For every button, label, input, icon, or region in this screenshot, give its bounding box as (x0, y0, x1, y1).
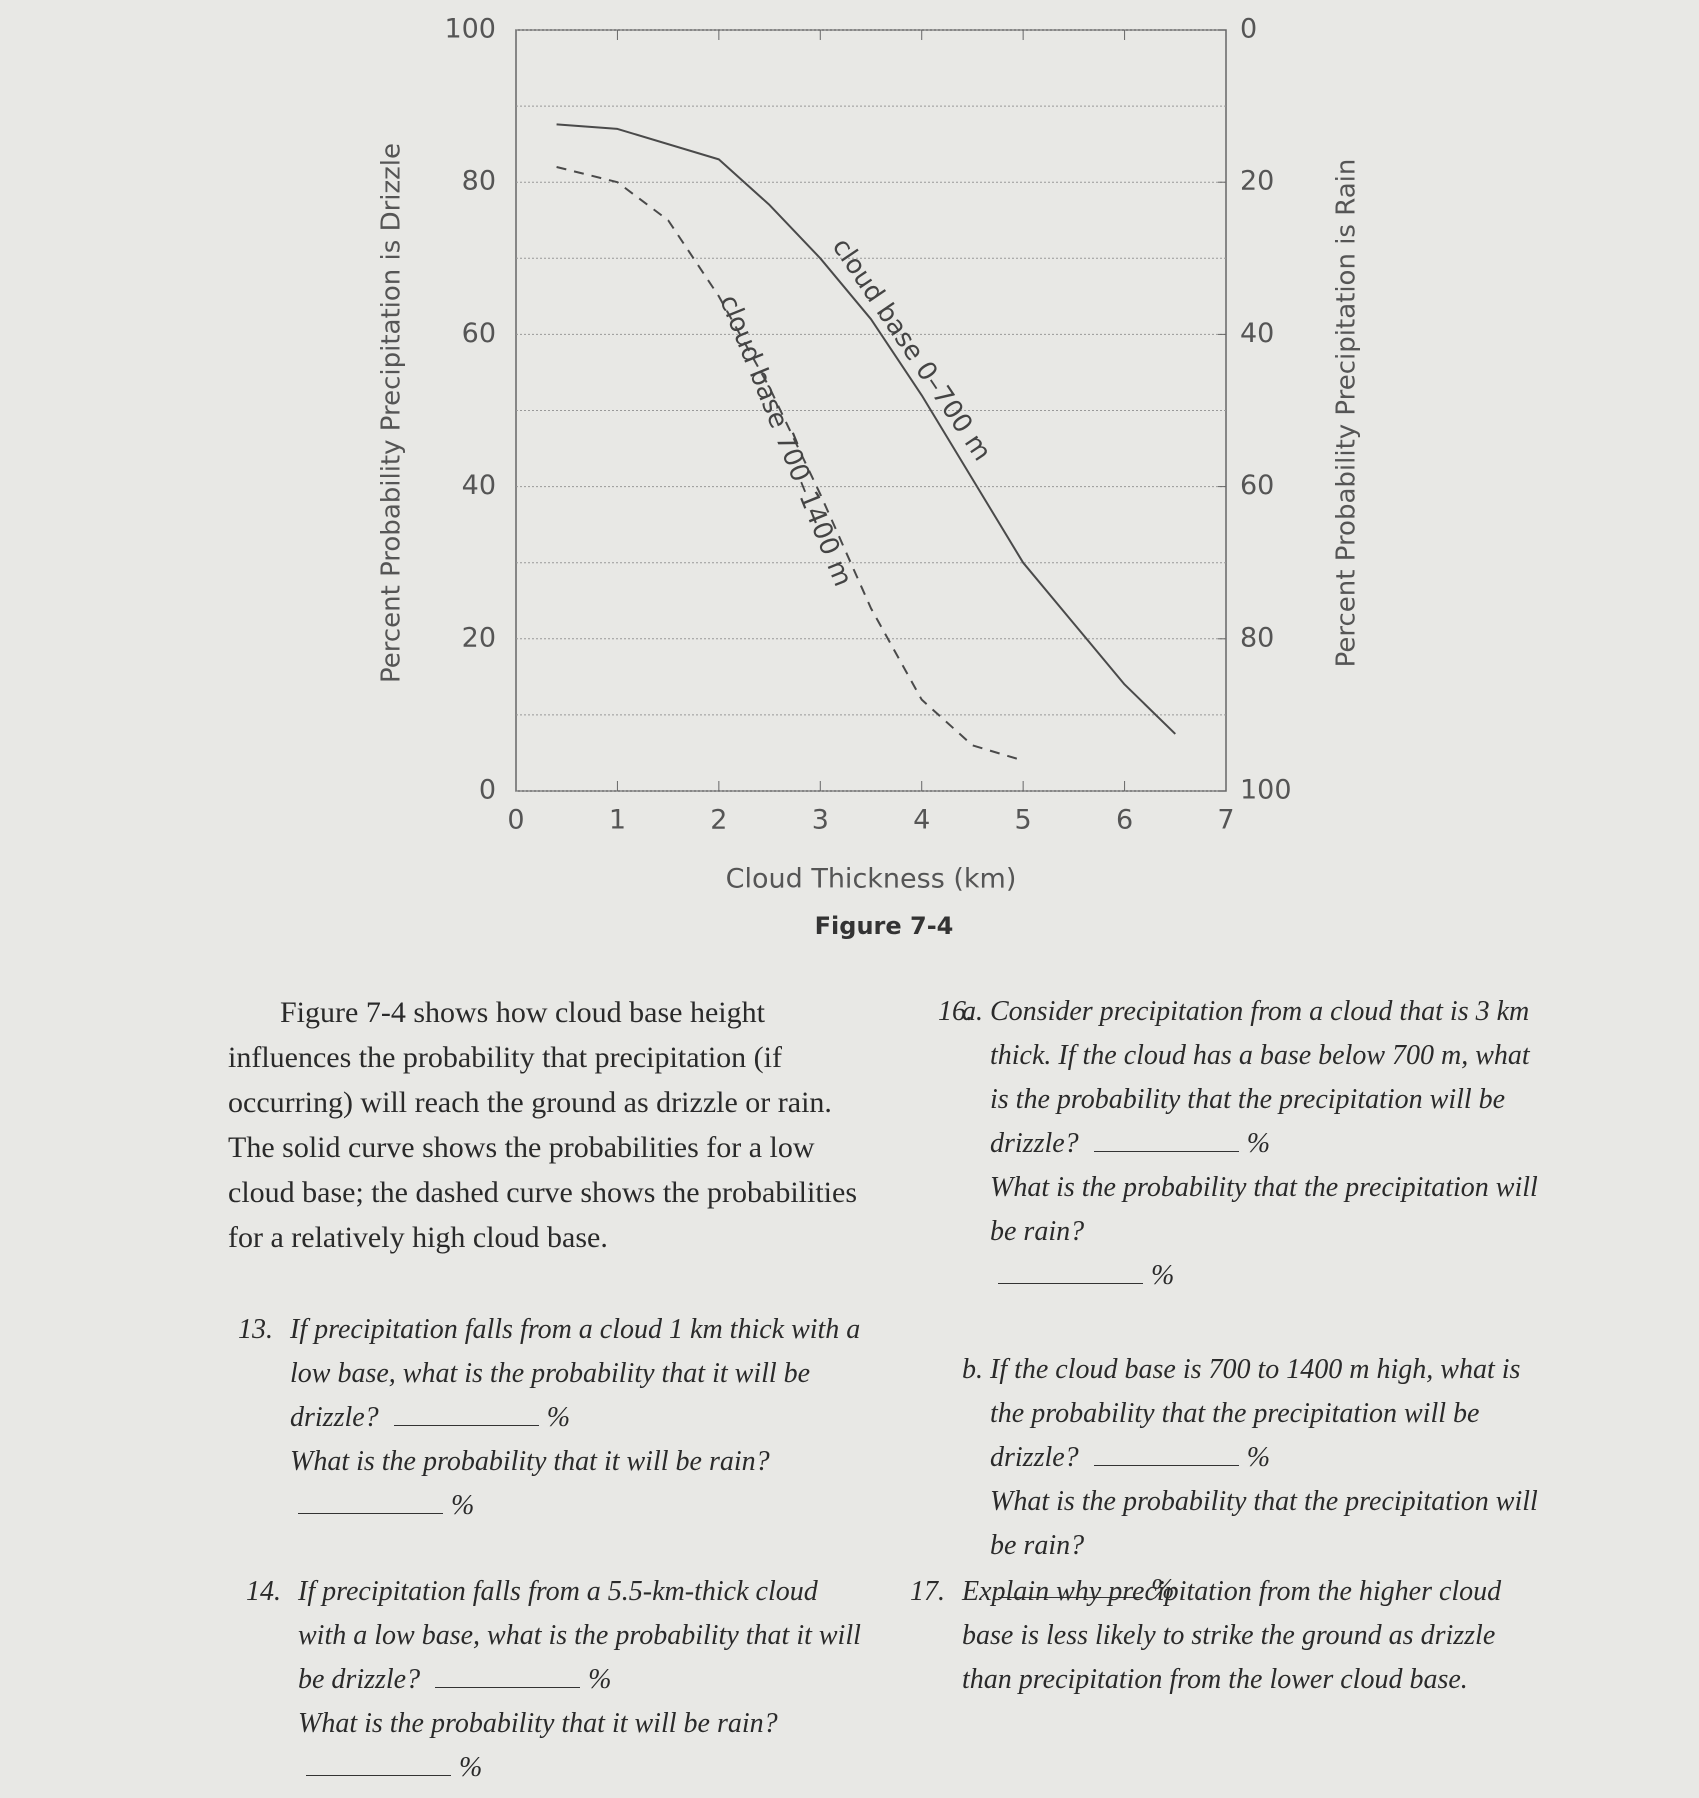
answer-line: % (386, 1402, 570, 1433)
x-tick-label: 1 (609, 805, 626, 836)
answer-blank (298, 1491, 443, 1514)
question-text: Consider precipitation from a cloud that… (990, 996, 1530, 1159)
answer-line: % (298, 1746, 868, 1790)
y2-tick-label: 40 (1240, 318, 1274, 349)
y-tick-label: 20 (462, 622, 496, 653)
question-text: What is the probability that the precipi… (990, 1172, 1538, 1247)
x-tick-label: 7 (1217, 805, 1234, 836)
question-part: If the cloud base is 700 to 1400 m high,… (990, 1348, 1550, 1480)
question-text: If precipitation falls from a 5.5-km-thi… (298, 1576, 861, 1695)
question-part: Explain why precipitation from the highe… (962, 1570, 1522, 1702)
y2-tick-label: 100 (1240, 775, 1292, 806)
question-part: Consider precipitation from a cloud that… (990, 990, 1550, 1166)
y2-tick-label: 20 (1240, 166, 1274, 197)
curve-label: cloud base 0–700 m (826, 233, 997, 467)
y-tick-label: 60 (462, 318, 496, 349)
question-number: 17. (910, 1576, 945, 1607)
x-tick-label: 6 (1116, 805, 1133, 836)
sub-question: b. If the cloud base is 700 to 1400 m hig… (962, 1348, 1550, 1612)
answer-line: % (990, 1568, 1550, 1612)
sub-label: b. (962, 1354, 983, 1385)
answer-blank (998, 1575, 1143, 1598)
question: 16. a. Consider precipitation from a cloud… (938, 990, 1550, 1612)
sub-question: a. Consider precipitation from a cloud th… (962, 990, 1550, 1298)
answer-line: % (427, 1664, 611, 1695)
question-number: 13. (238, 1314, 273, 1345)
answer-line: % (1086, 1128, 1270, 1159)
y-axis-label: Percent Probability Precipitation is Dri… (377, 143, 407, 683)
question-part: If precipitation falls from a cloud 1 km… (290, 1308, 865, 1440)
curve-label: cloud base 700–1400 m (713, 291, 857, 591)
question-text: What is the probability that the precipi… (990, 1486, 1538, 1561)
y2-tick-label: 80 (1240, 622, 1274, 653)
solid-curve (556, 123, 1176, 735)
sub-label: a. (962, 996, 983, 1027)
question: 17. Explain why precipitation from the hi… (910, 1570, 1522, 1702)
answer-blank (393, 1403, 539, 1426)
question-part: What is the probability that the precipi… (990, 1480, 1550, 1612)
question-part: What is the probability that it will be … (298, 1702, 868, 1790)
question-text: What is the probability that it will be … (298, 1708, 778, 1739)
question-text: Explain why precipitation from the highe… (962, 1576, 1502, 1695)
y-tick-label: 80 (462, 166, 496, 197)
answer-unit: % (451, 1490, 475, 1521)
y2-tick-label: 0 (1240, 14, 1257, 45)
question-part: If precipitation falls from a 5.5-km-thi… (298, 1570, 868, 1702)
figure-caption: Figure 7-4 (815, 912, 954, 940)
x-tick-label: 4 (913, 805, 930, 836)
answer-unit: % (1246, 1442, 1271, 1473)
answer-unit: % (459, 1752, 483, 1783)
figure: Figure 7-4 Cloud Thickness (km) Percent … (377, 14, 1362, 941)
y-tick-label: 40 (462, 470, 496, 501)
question: 14. If precipitation falls from a 5.5-km-… (246, 1570, 868, 1790)
answer-unit: % (1246, 1128, 1271, 1159)
answer-unit: % (588, 1664, 612, 1695)
y-tick-label: 0 (479, 775, 496, 806)
question-text: What is the probability that it will be … (290, 1446, 770, 1477)
answer-line: % (290, 1484, 865, 1528)
question-text: If the cloud base is 700 to 1400 m high,… (990, 1354, 1521, 1473)
answer-blank (306, 1753, 451, 1776)
x-tick-label: 5 (1015, 805, 1032, 836)
question-text: If precipitation falls from a cloud 1 km… (290, 1314, 861, 1433)
answer-blank (998, 1261, 1143, 1284)
answer-blank (1093, 1129, 1239, 1152)
answer-line: % (990, 1254, 1550, 1298)
x-tick-label: 2 (710, 805, 727, 836)
question-number: 16. (938, 996, 973, 1027)
intro-paragraph: Figure 7-4 shows how cloud base height i… (228, 996, 858, 1254)
question-part: What is the probability that it will be … (290, 1440, 865, 1528)
answer-line: % (1086, 1442, 1270, 1473)
dashed-curve (556, 166, 1024, 762)
y2-tick-label: 60 (1240, 470, 1274, 501)
y-tick-label: 100 (444, 14, 496, 45)
x-axis-label: Cloud Thickness (km) (726, 864, 1017, 895)
answer-unit: % (546, 1402, 571, 1433)
answer-blank (435, 1665, 581, 1688)
x-tick-label: 3 (812, 805, 829, 836)
question-part: What is the probability that the precipi… (990, 1166, 1550, 1298)
y2-axis-label: Percent Probability Precipitation is Rai… (1332, 159, 1362, 668)
answer-blank (1093, 1443, 1239, 1466)
answer-unit: % (1151, 1574, 1175, 1605)
x-tick-label: 0 (507, 805, 524, 836)
answer-unit: % (1151, 1260, 1175, 1291)
question-number: 14. (246, 1576, 281, 1607)
question: 13. If precipitation falls from a cloud 1… (238, 1308, 865, 1528)
